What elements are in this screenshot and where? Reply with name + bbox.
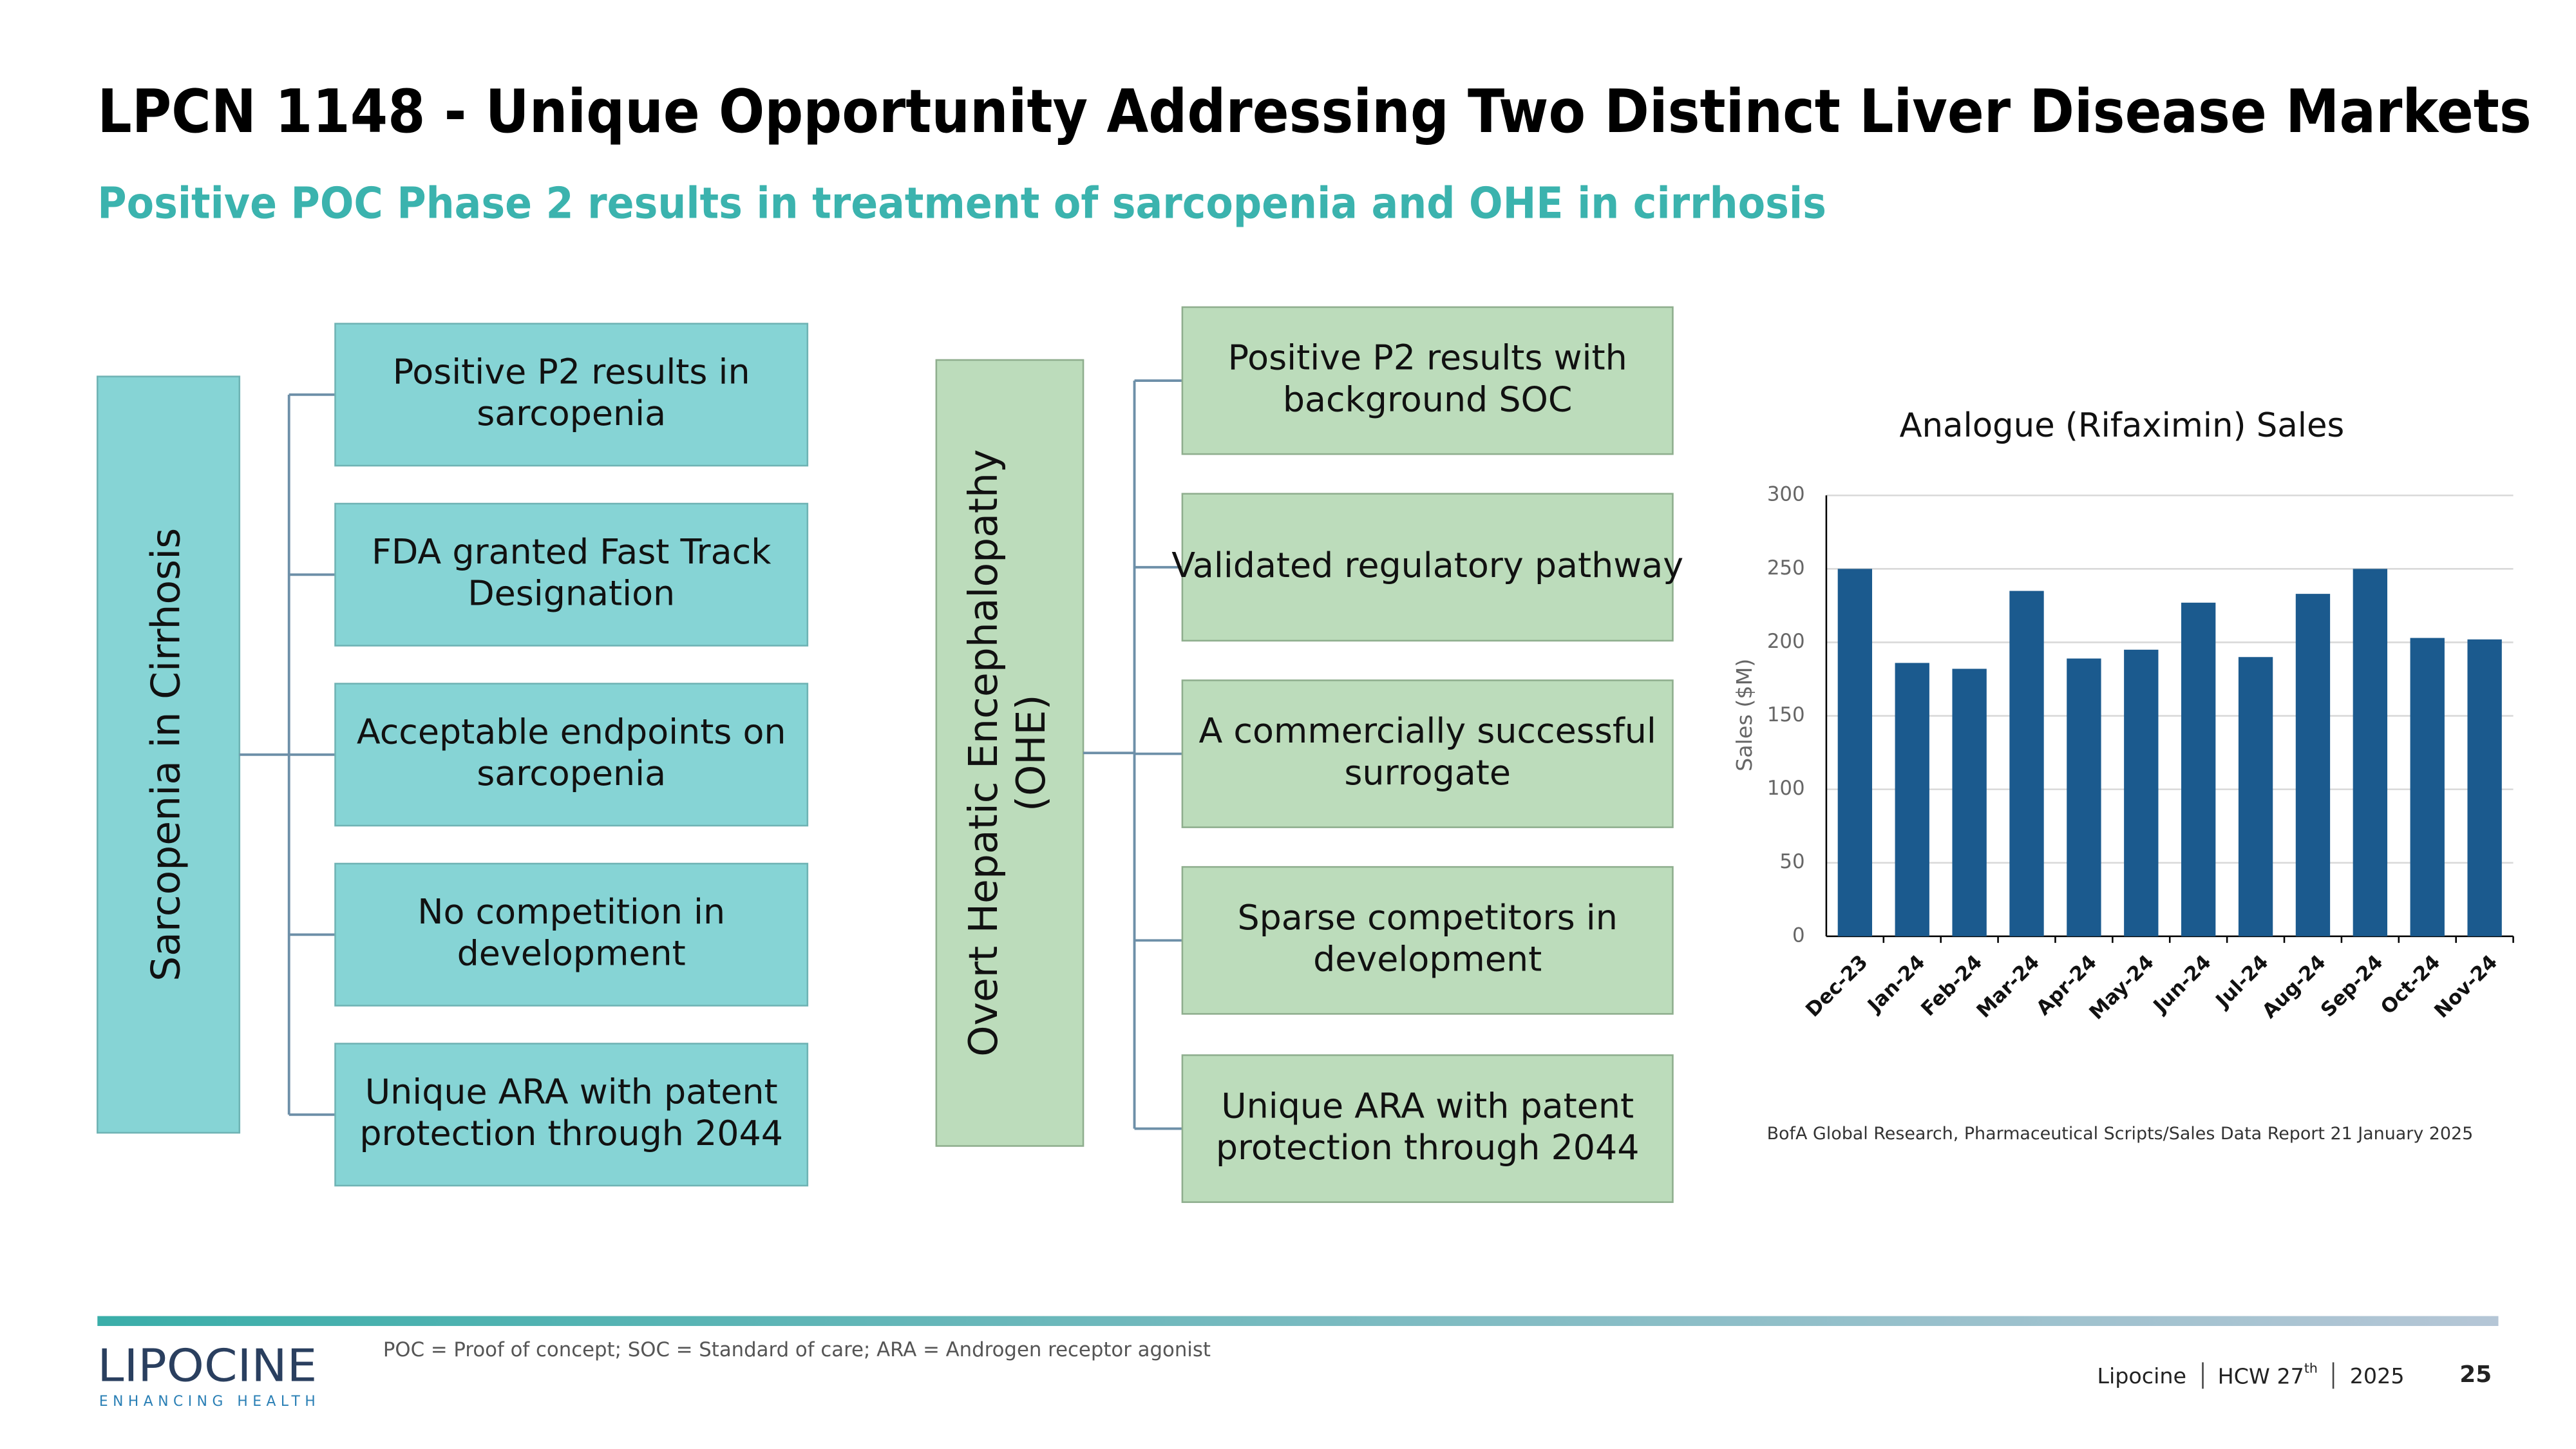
branch-label: Positive P2 results with background SOC <box>1228 337 1627 419</box>
root-label-line: Overt Hepatic Encephalopathy <box>960 450 1007 1057</box>
branch-box <box>1181 493 1674 642</box>
slide-subtitle: Positive POC Phase 2 results in treatmen… <box>97 178 1826 229</box>
branch-label-line: Unique ARA with patent <box>1221 1085 1634 1126</box>
y-axis-label: Sales ($M) <box>1732 659 1757 772</box>
branch-label-line: sarcopenia <box>477 393 666 433</box>
x-tick-label: Sep-24 <box>2316 951 2388 1022</box>
branch-label: Positive P2 results in sarcopenia <box>393 351 750 433</box>
branch-label-line: FDA granted Fast Track <box>372 531 772 572</box>
branch-label-line: Validated regulatory pathway <box>1171 544 1683 585</box>
bar <box>1837 569 1873 936</box>
branch-box <box>334 323 809 467</box>
root-label-line: (OHE) <box>1008 694 1054 811</box>
footer-year: 2025 <box>2350 1363 2405 1388</box>
bar <box>1895 663 1929 936</box>
logo-tagline: ENHANCING HEALTH <box>99 1394 316 1410</box>
root-label-line: Sarcopenia in Cirrhosis <box>143 528 189 981</box>
bar <box>2124 649 2159 936</box>
page-number: 25 <box>2459 1361 2492 1388</box>
branch-label-line: Positive P2 results with <box>1228 337 1627 377</box>
divider <box>97 1316 2499 1326</box>
branch-label-line: protection through 2044 <box>1216 1127 1640 1168</box>
branch-label: Unique ARA with patent protection through… <box>359 1071 783 1153</box>
branch-box <box>334 1043 809 1187</box>
branch-label-line: development <box>457 933 686 973</box>
x-tick-label: Jun-24 <box>2148 951 2216 1018</box>
branch-label: Validated regulatory pathway <box>1171 544 1683 585</box>
branch-label: A commercially successful surrogate <box>1198 710 1656 793</box>
branch-label-line: protection through 2044 <box>359 1113 783 1153</box>
branch-label-line: No competition in <box>417 891 725 932</box>
y-tick-label: 100 <box>1767 777 1805 800</box>
y-tick-label: 300 <box>1767 483 1805 506</box>
branch-label-line: Unique ARA with patent <box>365 1071 778 1112</box>
x-tick-label: Mar-24 <box>1972 951 2044 1023</box>
branch-label-line: background SOC <box>1283 379 1573 419</box>
bar <box>2181 602 2216 936</box>
branch-box <box>334 862 809 1007</box>
logo-name: LIPOCINE <box>97 1341 317 1392</box>
root-label: Sarcopenia in Cirrhosis <box>143 528 189 981</box>
x-tick-label: Aug-24 <box>2258 951 2331 1023</box>
bar <box>2410 638 2445 936</box>
bar <box>2467 639 2502 936</box>
y-tick-label: 200 <box>1767 630 1805 653</box>
y-tick-label: 50 <box>1779 850 1804 873</box>
branch-box <box>1181 1054 1674 1203</box>
y-tick-label: 150 <box>1767 703 1805 726</box>
chart-title: Analogue (Rifaximin) Sales <box>1899 406 2344 445</box>
branch-label-line: Designation <box>468 573 675 613</box>
branch-label-line: Sparse competitors in <box>1237 897 1617 938</box>
bar <box>2238 657 2273 936</box>
branch-box <box>1181 866 1674 1015</box>
branch-label: No competition in development <box>417 891 725 974</box>
bar <box>2009 591 2044 936</box>
bar <box>2067 658 2101 936</box>
root-box <box>97 375 241 1134</box>
branch-label: FDA granted Fast Track Designation <box>372 531 772 614</box>
branch-label: Sparse competitors in development <box>1237 897 1617 980</box>
x-tick-label: Dec-23 <box>1801 951 1872 1021</box>
branch-label: Unique ARA with patent protection through… <box>1216 1085 1640 1168</box>
branch-label-line: development <box>1313 938 1542 979</box>
branch-box <box>1181 306 1674 455</box>
footer-event: HCW 27th <box>2218 1361 2318 1388</box>
footer-event-text: HCW 27 <box>2218 1363 2304 1388</box>
x-tick-label: Nov-24 <box>2430 951 2502 1023</box>
slide-title: LPCN 1148 - Unique Opportunity Addressin… <box>97 77 2531 146</box>
bar <box>2295 594 2331 936</box>
branch-label-line: sarcopenia <box>477 753 666 793</box>
branch-box <box>334 683 809 827</box>
branch-label: Acceptable endpoints on sarcopenia <box>357 711 786 793</box>
bar <box>2353 569 2388 936</box>
branch-box <box>334 502 809 647</box>
root-box <box>935 359 1084 1147</box>
bar <box>1952 668 1987 936</box>
branch-label-line: surrogate <box>1344 752 1511 792</box>
source: BofA Global Research, Pharmaceutical Scr… <box>1767 1124 2474 1144</box>
branch-label-line: A commercially successful <box>1198 710 1656 751</box>
footnote: POC = Proof of concept; SOC = Standard o… <box>383 1338 1211 1361</box>
y-tick-label: 0 <box>1792 923 1805 947</box>
y-tick-label: 250 <box>1767 556 1805 580</box>
root-label: Overt Hepatic Encephalopathy(OHE) <box>960 450 1054 1057</box>
footer-company: Lipocine <box>2097 1363 2186 1388</box>
branch-box <box>1181 679 1674 828</box>
branch-label-line: Positive P2 results in <box>393 351 750 392</box>
footer-event-superscript: th <box>2304 1361 2318 1376</box>
branch-label-line: Acceptable endpoints on <box>357 711 786 752</box>
